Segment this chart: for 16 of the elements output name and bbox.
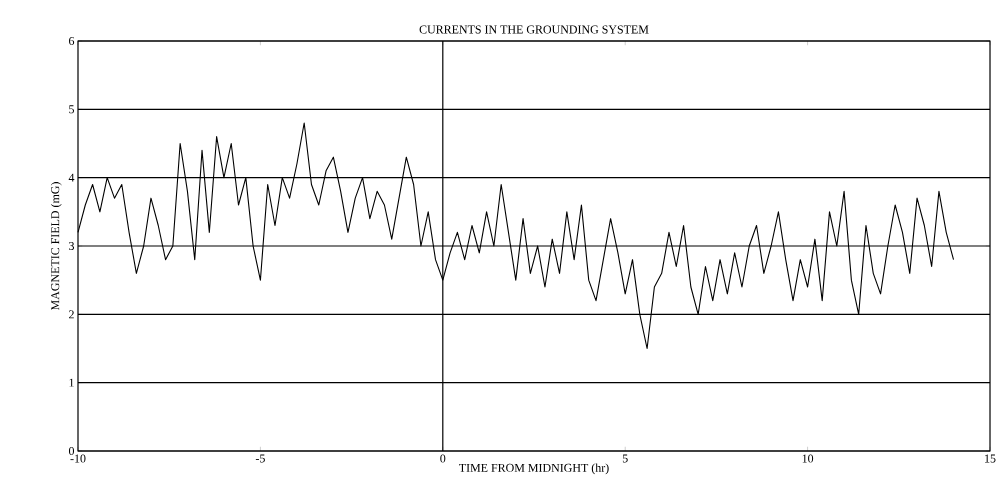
y-tick-label: 5 bbox=[69, 105, 75, 114]
x-tick-label: 15 bbox=[985, 454, 996, 463]
y-tick-label: 2 bbox=[69, 310, 74, 319]
chart-title: CURRENTS IN THE GROUNDING SYSTEM bbox=[419, 25, 649, 34]
x-tick-label: -10 bbox=[70, 454, 86, 463]
y-axis-title: MAGNETIC FIELD (mG) bbox=[50, 182, 62, 311]
x-tick-label: 0 bbox=[440, 454, 446, 463]
x-tick-label: 10 bbox=[802, 454, 814, 463]
x-tick-label: -5 bbox=[255, 454, 265, 463]
y-tick-label: 0 bbox=[68, 446, 75, 456]
y-tick-label: 1 bbox=[69, 378, 74, 387]
y-tick-label: 4 bbox=[68, 173, 75, 182]
y-tick-label: 6 bbox=[69, 36, 75, 46]
y-tick-label: 3 bbox=[69, 241, 75, 251]
x-axis-title: TIME FROM MIDNIGHT (hr) bbox=[459, 463, 609, 475]
x-tick-label: 5 bbox=[622, 454, 628, 463]
